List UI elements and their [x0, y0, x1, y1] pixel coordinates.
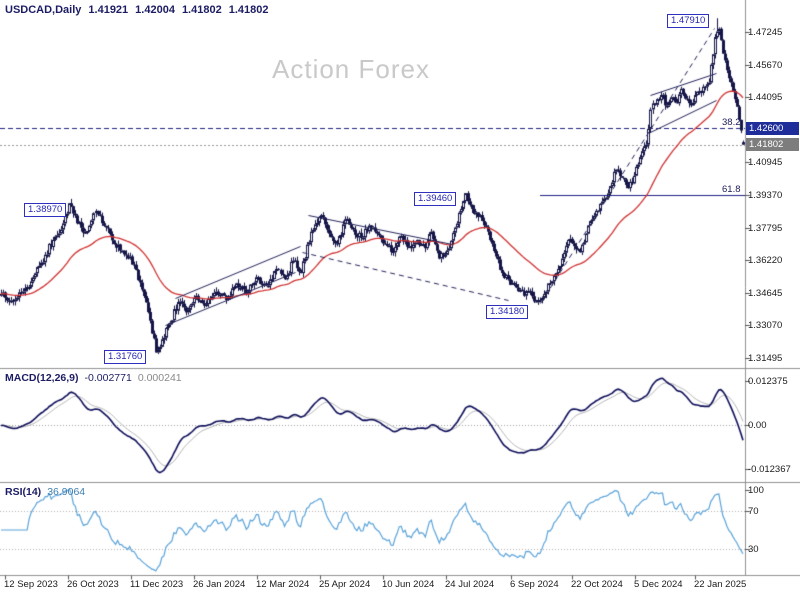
date-axis-label: 24 Jul 2024: [445, 579, 495, 590]
macd-axis-label: 0.00: [748, 420, 767, 431]
price-callout[interactable]: 1.34180: [486, 305, 529, 319]
macd-title: MACD(12,26,9) -0.002771 0.000241: [5, 372, 182, 384]
date-axis-label: 22 Jan 2025: [694, 579, 747, 590]
price-axis-label: 1.47245: [748, 27, 783, 38]
macd-main-value: -0.002771: [84, 372, 132, 384]
rsi-axis-label: 30: [748, 544, 759, 555]
date-axis-label: 11 Dec 2023: [130, 579, 184, 590]
date-axis-label: 12 Mar 2024: [256, 579, 310, 590]
rsi-title: RSI(14) 36.9064: [5, 486, 85, 498]
date-axis-label: 26 Oct 2023: [67, 579, 119, 590]
date-axis-label: 25 Apr 2024: [319, 579, 371, 590]
ohlc-low: 1.41802: [181, 4, 222, 16]
date-axis-label: 6 Sep 2024: [510, 579, 559, 590]
ohlc-high: 1.42004: [135, 4, 175, 16]
price-callout[interactable]: 1.38970: [24, 203, 67, 217]
axis-price-box: 1.41802: [746, 138, 799, 152]
date-axis-label: 22 Oct 2024: [571, 579, 623, 590]
price-axis-label: 1.40945: [748, 157, 783, 169]
price-callout[interactable]: 1.31760: [104, 350, 147, 364]
price-axis-label: 1.34645: [748, 287, 783, 299]
price-axis-label: 1.31495: [748, 353, 783, 364]
price-axis-label: 1.33070: [748, 320, 783, 332]
price-axis-label: 1.44095: [748, 92, 783, 104]
macd-signal-value: 0.000241: [137, 372, 182, 384]
date-axis-label: 12 Sep 2023: [4, 579, 58, 590]
chart-title: USDCAD,Daily 1.41921 1.42004 1.41802 1.4…: [5, 4, 268, 16]
price-callout[interactable]: 1.39460: [414, 192, 457, 206]
fib-level-label: 61.8: [722, 184, 741, 195]
date-axis-label: 26 Jan 2024: [193, 579, 246, 590]
ohlc-open: 1.41921: [88, 4, 129, 16]
date-axis-label: 10 Jun 2024: [382, 579, 435, 590]
axis-price-box: 1.42600: [746, 121, 799, 135]
rsi-value: 36.9064: [47, 486, 86, 498]
price-axis-label: 1.36220: [748, 255, 783, 267]
price-axis-label: 1.37795: [748, 222, 783, 234]
macd-axis-label: -0.012367: [748, 464, 791, 475]
rsi-indicator-name: RSI(14): [5, 486, 42, 498]
rsi-axis-label: 70: [748, 506, 759, 517]
rsi-axis-label: 100: [748, 485, 764, 496]
date-axis-label: 5 Dec 2024: [634, 579, 683, 590]
macd-indicator-name: MACD(12,26,9): [5, 372, 79, 384]
fib-level-label: 38.2: [722, 117, 741, 129]
price-callout[interactable]: 1.47910: [667, 14, 710, 28]
price-axis-label: 1.39370: [748, 190, 783, 201]
price-axis-label: 1.45670: [748, 59, 783, 71]
macd-axis-label: 0.012375: [748, 376, 788, 387]
symbol-period: USDCAD,Daily: [5, 4, 82, 16]
ohlc-close: 1.41802: [228, 4, 269, 16]
